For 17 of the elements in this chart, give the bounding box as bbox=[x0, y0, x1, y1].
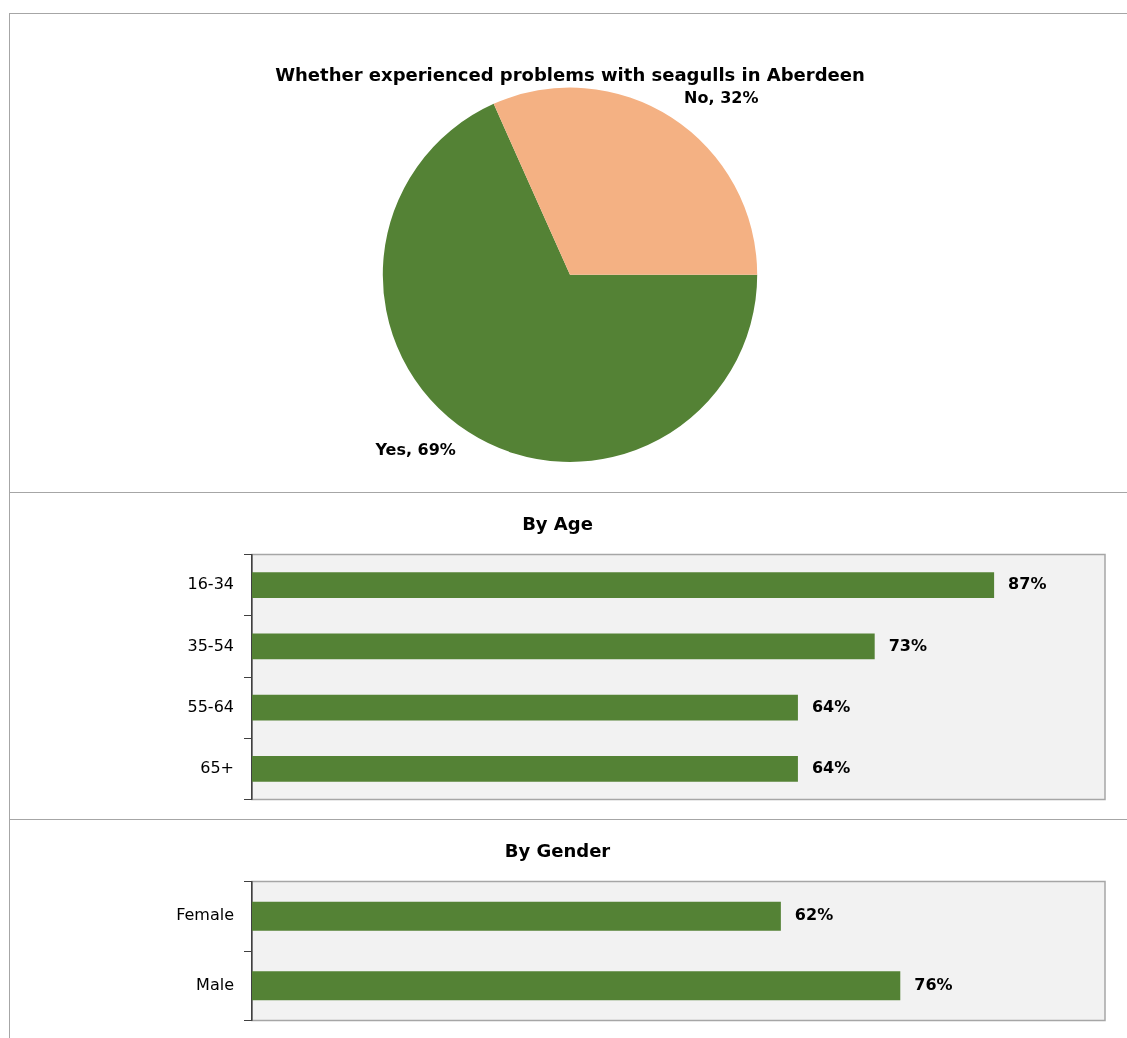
y-tick-label: 16-34 bbox=[187, 574, 234, 594]
y-tick-label: 65+ bbox=[200, 757, 234, 777]
slice-label: No, 32% bbox=[684, 88, 759, 108]
data-label: 64% bbox=[811, 696, 851, 716]
chart-title: By Gender bbox=[504, 840, 611, 862]
slice-label: Yes, 69% bbox=[374, 439, 456, 459]
data-label: 76% bbox=[914, 974, 953, 994]
y-tick-label: Female bbox=[176, 905, 234, 925]
chart-title: By Age bbox=[522, 513, 593, 535]
data-label: 73% bbox=[888, 635, 927, 655]
data-label: 64% bbox=[811, 757, 851, 777]
y-tick-label: 35-54 bbox=[187, 635, 234, 655]
chart-title: Whether experienced problems with seagulls in Aberdeen bbox=[275, 64, 865, 86]
data-label: 87% bbox=[1008, 574, 1047, 594]
data-label: 62% bbox=[794, 905, 834, 925]
y-tick-label: Male bbox=[196, 974, 234, 994]
y-tick-label: 55-64 bbox=[187, 696, 234, 716]
